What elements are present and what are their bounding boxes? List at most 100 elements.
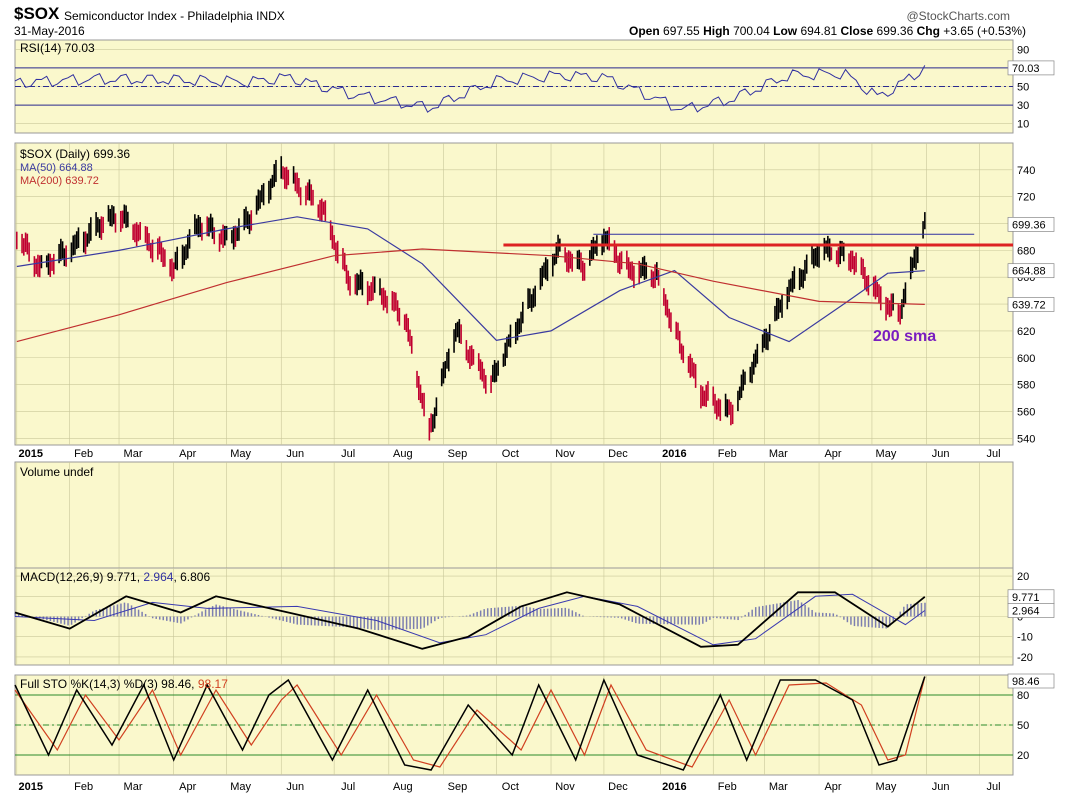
macd-histogram-bar: [613, 616, 616, 618]
macd-histogram-bar: [254, 614, 256, 617]
macd-histogram-bar: [642, 616, 644, 624]
macd-histogram-bar: [134, 607, 136, 617]
macd-histogram-bar: [539, 608, 542, 617]
macd-histogram-bar: [829, 613, 831, 617]
sto-x-tick-11: Dec: [608, 781, 628, 793]
rsi-last-value-box: [1007, 60, 1055, 76]
macd-histogram-bar: [169, 616, 172, 622]
macd-histogram-bar: [240, 610, 242, 617]
macd-histogram-bar: [733, 616, 736, 620]
macd-histogram-bar: [486, 608, 489, 617]
macd-histogram-bar: [871, 616, 873, 628]
macd-histogram-bar: [719, 616, 722, 619]
macd-histogram-bar: [628, 616, 630, 621]
macd-histogram-bar: [814, 612, 817, 617]
macd-histogram-bar: [836, 614, 838, 617]
sto-x-tick-12: 2016: [662, 781, 686, 793]
macd-histogram-bar: [709, 616, 711, 620]
sto-x-tick-1: Feb: [74, 781, 93, 793]
macd-histogram-bar: [289, 616, 291, 623]
macd-histogram-bar: [409, 616, 411, 630]
price-x-tick-13: Feb: [718, 448, 737, 460]
macd-histogram-bar: [635, 616, 637, 624]
macd-histogram-bar: [751, 609, 753, 617]
macd-histogram-bar: [155, 616, 157, 619]
macd-histogram-bar: [652, 616, 655, 624]
macd-histogram-bar: [349, 616, 351, 628]
macd-histogram-bar: [391, 616, 394, 630]
index-name: Semiconductor Index - Philadelphia INDX: [64, 9, 285, 23]
macd-histogram-bar: [525, 606, 528, 617]
high-value: 700.04: [733, 24, 770, 38]
price-x-tick-15: Apr: [824, 448, 841, 460]
sto-x-tick-15: Apr: [824, 781, 841, 793]
macd-histogram-bar: [892, 616, 894, 622]
macd-histogram-bar: [275, 616, 277, 620]
macd-signal-line: [14, 593, 926, 646]
macd-histogram-bar: [917, 603, 919, 617]
sto-x-tick-8: Sep: [448, 781, 468, 793]
price-x-tick-9: Oct: [502, 448, 519, 460]
macd-histogram-bar: [557, 608, 559, 617]
macd-histogram-bar: [617, 616, 619, 618]
macd-histogram-bar: [77, 616, 80, 621]
price-title: $SOX (Daily) 699.36: [20, 147, 130, 161]
macd-histogram-bar: [712, 616, 715, 618]
macd-histogram-bar: [508, 606, 510, 617]
macd-histogram-bar: [656, 616, 658, 625]
macd-histogram-bar: [395, 616, 397, 630]
sto-x-tick-18: Jul: [986, 781, 1000, 793]
macd-histogram-bar: [416, 616, 418, 629]
price-tick-0: 740: [1017, 165, 1035, 177]
macd-histogram-bar: [843, 616, 845, 620]
macd-histogram-bar: [698, 616, 701, 625]
macd-histogram-bar: [783, 602, 785, 617]
annotation-200-sma: 200 sma: [873, 328, 936, 345]
macd-histogram-bar: [603, 616, 605, 618]
macd-histogram-bar: [53, 616, 55, 622]
macd-histogram-bar: [367, 616, 369, 629]
close-label: Close: [840, 24, 874, 38]
sto-x-tick-17: Jun: [932, 781, 950, 793]
macd-histogram-bar: [88, 613, 90, 617]
macd-histogram-bar: [638, 616, 641, 624]
ohlc-summary: Open 697.55 High 700.04 Low 694.81 Close…: [629, 24, 1026, 38]
macd-histogram-bar: [620, 616, 623, 619]
rsi-line: [14, 65, 926, 113]
macd-histogram-bar: [659, 616, 662, 625]
macd-histogram-bar: [578, 613, 581, 617]
ma50-line: [16, 216, 925, 343]
macd-histogram-bar: [691, 616, 693, 625]
price-x-tick-7: Aug: [393, 448, 413, 460]
macd-histogram-bar: [321, 616, 323, 626]
macd-histogram-bar: [673, 616, 676, 625]
macd-histogram-bar: [737, 616, 739, 621]
macd-histogram-bar: [684, 616, 686, 625]
price-x-tick-0: 2015: [19, 448, 43, 460]
chg-label: Chg: [916, 24, 940, 38]
macd-histogram-bar: [303, 616, 306, 625]
macd-histogram-bar: [335, 616, 337, 627]
macd-histogram-bar: [91, 611, 94, 617]
rsi-title: RSI(14) 70.03: [20, 41, 95, 55]
signal-last-value: 2.964: [1012, 606, 1040, 618]
macd-tick-0: 20: [1017, 571, 1029, 583]
macd-histogram-bar: [726, 616, 729, 620]
volume-panel: [14, 461, 1014, 569]
ma50-last-value: 664.88: [1012, 266, 1046, 278]
ma50-last-value-box: [1007, 263, 1055, 279]
macd-histogram-bar: [345, 616, 348, 628]
macd-histogram-bar: [469, 614, 471, 617]
macd-histogram-bar: [359, 616, 362, 628]
rsi-tick-2: 50: [1017, 82, 1029, 94]
macd-histogram-bar: [194, 615, 196, 617]
price-x-tick-4: May: [230, 448, 251, 460]
macd-histogram-bar: [518, 605, 521, 617]
macd-histogram-bar: [924, 602, 926, 617]
price-tick-1: 720: [1017, 192, 1035, 204]
macd-histogram-bar: [762, 605, 764, 617]
macd-histogram-bar: [63, 616, 66, 625]
macd-histogram-bar: [99, 609, 101, 617]
macd-histogram-bar: [448, 616, 450, 618]
